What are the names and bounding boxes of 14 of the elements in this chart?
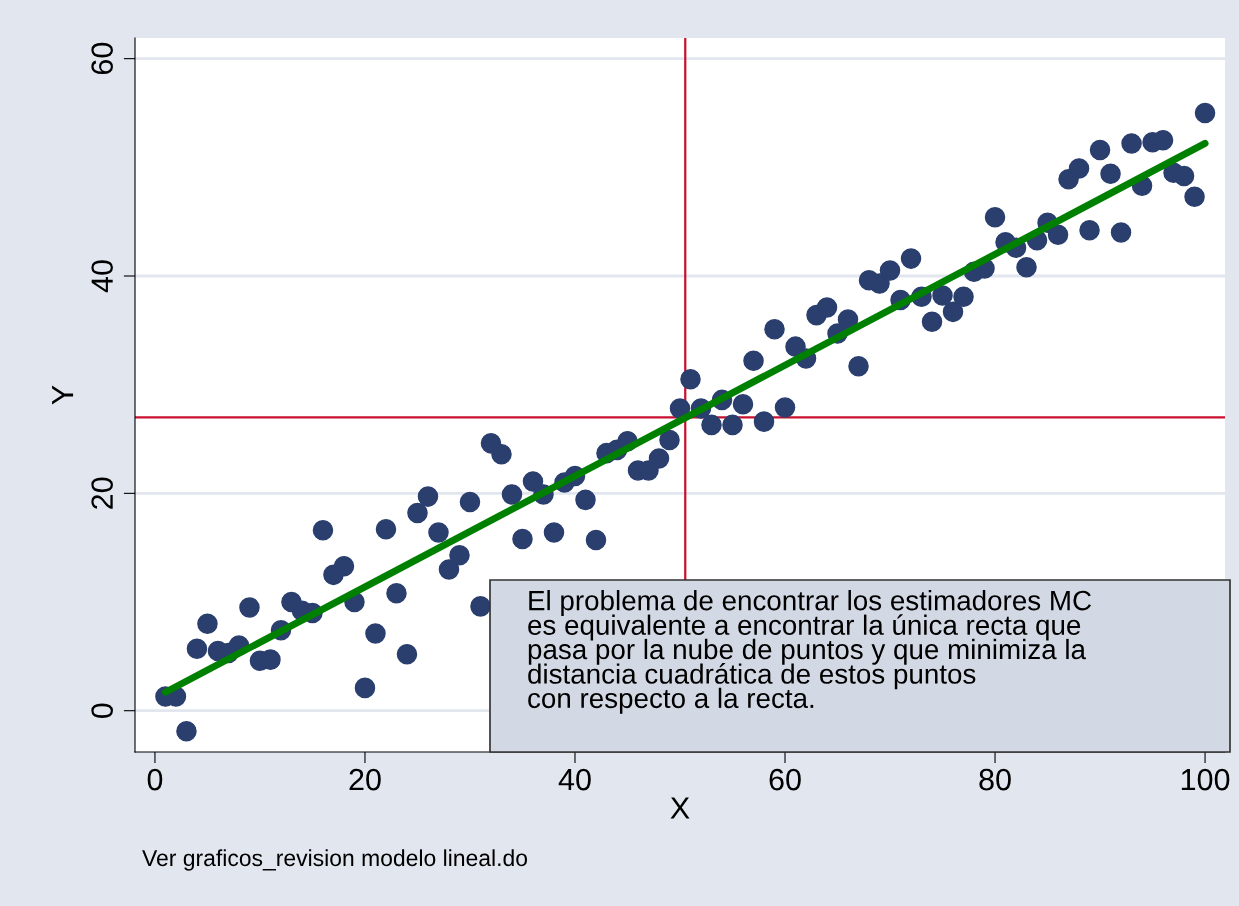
x-tick-label: 20 (349, 768, 381, 791)
x-tick-label: 80 (979, 768, 1011, 791)
x-tick-label: 100 (1181, 768, 1230, 791)
text: Ver graficos_revision modelo lineal.do (142, 849, 528, 871)
x-axis-title: X (670, 797, 690, 819)
x-tick-label: 60 (769, 768, 801, 791)
y-tick-label: 60 (91, 42, 113, 75)
y-axis-title: Y (52, 385, 74, 405)
x-tick-label: 40 (558, 768, 591, 791)
x-tick-label: 0 (147, 768, 163, 791)
y-tick-label: 40 (91, 260, 113, 293)
annotation: El problema de encontrar los estimadores MC es equivalente a encontrar la única recta que pasa por la nube de puntos y que minimiza la distancia cuadrática de estos puntos con respecto a la recta. (528, 590, 1092, 714)
y-tick-label: 20 (91, 477, 113, 509)
y-tick-label: 0 (91, 703, 113, 719)
